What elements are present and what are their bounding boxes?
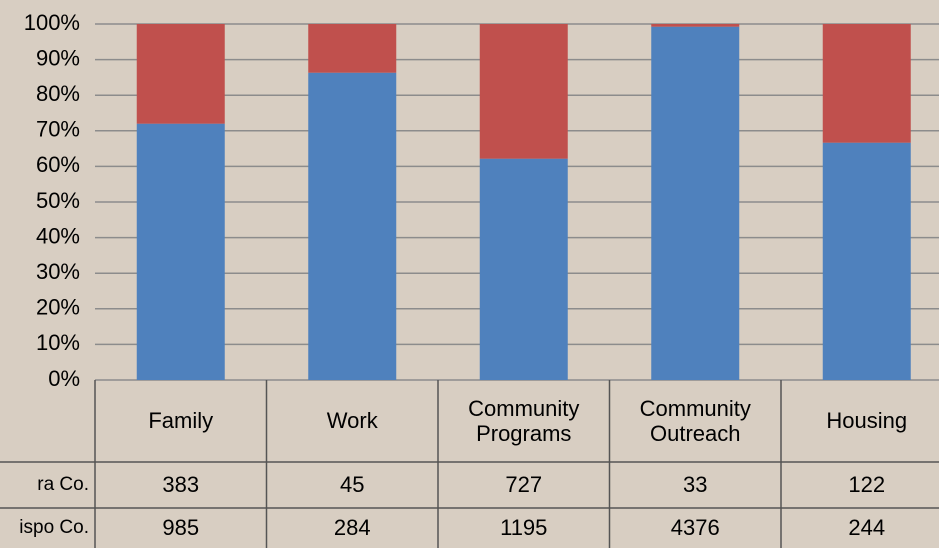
table-value: 284	[333, 515, 371, 541]
y-tick-label: 30%	[36, 259, 80, 284]
y-tick-label: 10%	[36, 330, 80, 355]
table-value: 122	[848, 472, 886, 498]
bar-segment	[136, 123, 225, 381]
table-value: 985	[162, 515, 200, 541]
bar-segment	[136, 24, 225, 124]
category-label: Family	[148, 408, 214, 434]
y-tick-label: 70%	[36, 117, 80, 142]
bar-segment	[308, 24, 397, 73]
y-tick-label: 60%	[36, 152, 80, 177]
table-value: 33	[683, 472, 708, 498]
category-label: Community Programs	[468, 395, 580, 446]
y-tick-label: 40%	[36, 223, 80, 248]
bar-segment	[308, 72, 397, 381]
bar-segment	[822, 24, 911, 143]
legend-label: ra Co.	[37, 474, 89, 496]
table-value: 1195	[500, 515, 548, 541]
table-value: 45	[340, 472, 365, 498]
table-value: 244	[848, 515, 886, 541]
category-label: Work	[326, 408, 378, 434]
category-label: Community Outreach	[639, 395, 751, 446]
category-label: Housing	[826, 408, 908, 434]
table-value: 727	[505, 472, 543, 498]
bar-segment	[822, 142, 911, 380]
y-tick-label: 90%	[36, 45, 80, 70]
y-tick-label: 80%	[36, 81, 80, 106]
y-tick-label: 20%	[36, 295, 80, 320]
table-value: 383	[162, 472, 200, 498]
bar-segment	[479, 24, 568, 159]
bar-segment	[651, 26, 740, 380]
bar-segment	[651, 24, 740, 27]
y-tick-label: 0%	[48, 366, 80, 391]
bar-segment	[479, 158, 568, 380]
legend-label: ispo Co.	[19, 517, 89, 539]
y-tick-label: 50%	[36, 188, 80, 213]
table-value: 4376	[670, 515, 720, 541]
y-tick-label: 100%	[24, 10, 80, 35]
